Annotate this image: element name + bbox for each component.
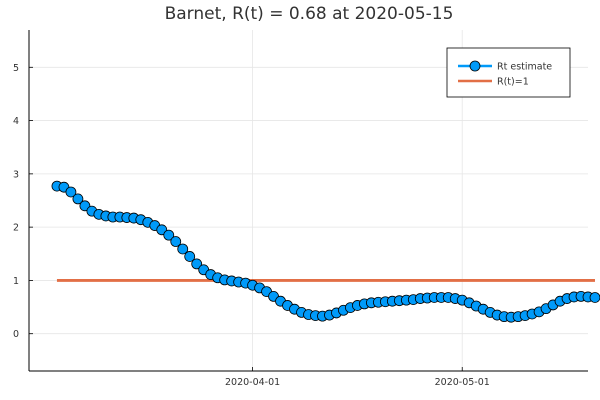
rt-data-point — [72, 193, 84, 205]
y-tick-label: 4 — [13, 116, 19, 127]
legend-label-rt: Rt estimate — [497, 62, 552, 73]
legend-box — [446, 47, 571, 98]
rt-series-layer — [51, 180, 600, 323]
y-tick-label: 3 — [13, 169, 19, 180]
rt-data-point — [163, 229, 175, 241]
rt-data-point — [184, 251, 196, 262]
rt-data-point — [589, 292, 600, 303]
x-tick-label: 2020-05-01 — [435, 377, 490, 388]
y-tick-label: 5 — [13, 63, 19, 74]
y-tick-label: 2 — [13, 223, 19, 234]
rt-data-point — [65, 186, 77, 198]
chart-title: Barnet, R(t) = 0.68 at 2020-05-15 — [165, 4, 454, 24]
legend-label-ref: R(t)=1 — [497, 77, 529, 88]
rt-data-point — [191, 258, 203, 270]
legend-rt-marker — [469, 60, 481, 72]
rt-estimate-line — [56, 184, 596, 319]
y-tick-label: 0 — [13, 329, 19, 340]
y-tick-label: 1 — [13, 276, 19, 287]
tick-labels: 0 1 2 3 4 5 2020-04-01 2020-05-01 — [13, 63, 490, 388]
axes — [28, 30, 588, 372]
x-tick-label: 2020-04-01 — [225, 377, 280, 388]
legend: Rt estimate R(t)=1 — [446, 47, 571, 98]
rt-data-point — [177, 243, 189, 255]
rt-data-point — [170, 236, 182, 247]
